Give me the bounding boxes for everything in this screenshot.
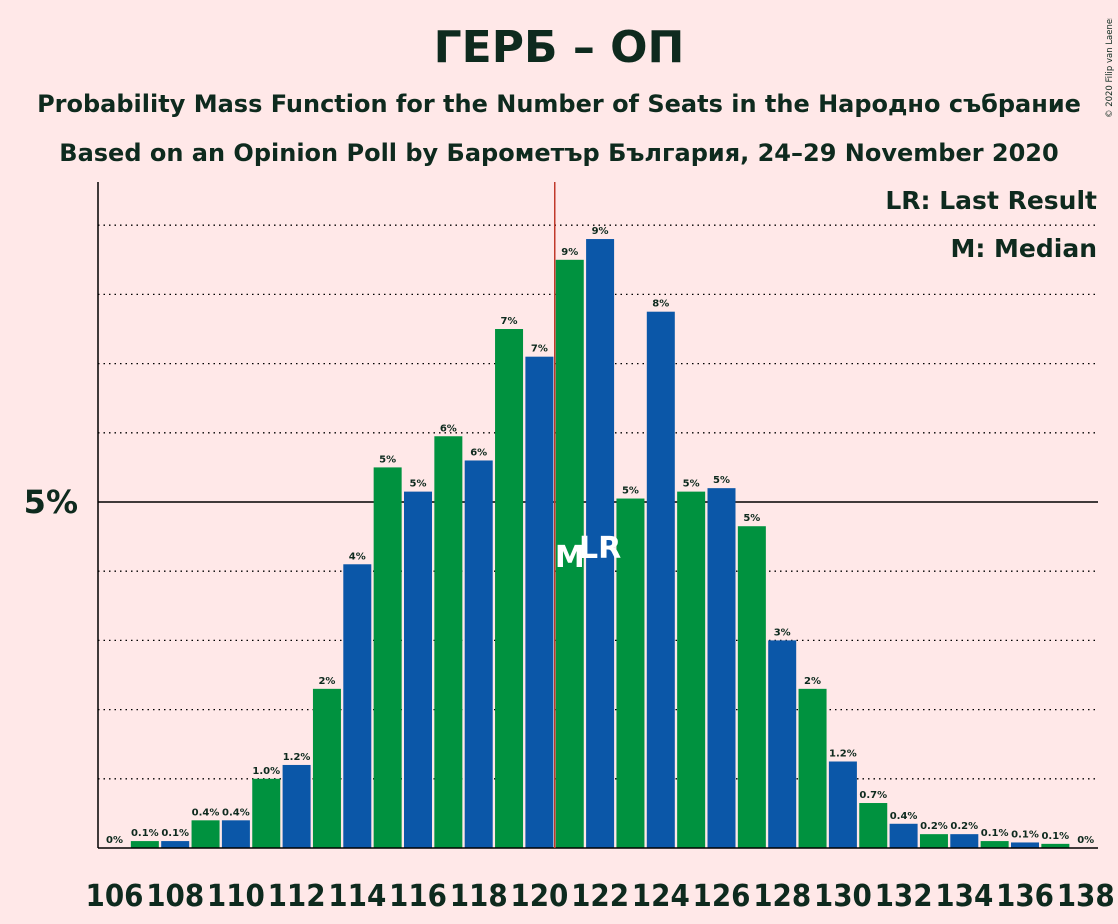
bar-121	[555, 259, 584, 848]
bar-122	[586, 239, 615, 849]
bar-130	[828, 761, 857, 848]
bar-128	[768, 640, 797, 848]
bar-134	[950, 834, 979, 848]
x-tick-labels: 106 108 110 112 114 116 118 120 122 124 126 128 130 1…	[86, 879, 1115, 914]
bar-120	[525, 356, 554, 848]
median-marker: M	[555, 540, 585, 575]
bar-135	[980, 841, 1009, 848]
x-tick-116: 116	[389, 879, 447, 914]
bar-label-108: 0.1%	[161, 828, 189, 839]
bar-label-124: 8%	[652, 299, 669, 310]
bar-133	[919, 834, 948, 848]
bar-119	[495, 329, 524, 848]
bar-label-138: 0%	[1077, 835, 1094, 846]
bar-107	[130, 841, 159, 848]
legend-last-result: LR: Last Result	[885, 186, 1097, 215]
bar-label-128: 3%	[774, 627, 791, 638]
bar-label-126: 5%	[713, 475, 730, 486]
x-tick-120: 120	[510, 879, 568, 914]
chart-source-line: Based on an Opinion Poll by Барометър Бъ…	[59, 139, 1059, 167]
bar-label-134: 0.2%	[950, 821, 978, 832]
x-tick-126: 126	[693, 879, 751, 914]
bar-110	[221, 820, 250, 848]
bar-137	[1041, 843, 1070, 848]
chart-subtitle: Probability Mass Function for the Number…	[37, 90, 1081, 118]
x-tick-106: 106	[86, 879, 144, 914]
x-tick-136: 136	[996, 879, 1054, 914]
x-tick-130: 130	[814, 879, 872, 914]
x-tick-122: 122	[571, 879, 629, 914]
bar-label-110: 0.4%	[222, 807, 250, 818]
bar-label-137: 0.1%	[1041, 831, 1069, 842]
bar-126	[707, 488, 736, 848]
bar-136	[1011, 842, 1039, 848]
bar-118	[464, 460, 493, 848]
axes	[97, 182, 1098, 849]
bar-112	[282, 764, 311, 848]
bar-label-111: 1.0%	[252, 766, 280, 777]
bar-label-122: 9%	[592, 226, 609, 237]
bar-108	[161, 841, 190, 848]
copyright-notice: © 2020 Filip van Laenen	[1105, 18, 1115, 118]
bar-label-113: 2%	[318, 676, 335, 687]
bar-label-125: 5%	[683, 479, 700, 490]
y-tick-label-5pct: 5%	[24, 483, 78, 521]
bar-label-120: 7%	[531, 344, 548, 355]
bar-label-109: 0.4%	[192, 807, 220, 818]
bar-114	[343, 564, 372, 848]
bar-label-107: 0.1%	[131, 828, 159, 839]
bar-label-114: 4%	[349, 551, 366, 562]
bar-label-127: 5%	[743, 513, 760, 524]
bar-label-135: 0.1%	[981, 828, 1009, 839]
bar-109	[191, 820, 220, 848]
bar-label-119: 7%	[501, 316, 518, 327]
x-tick-118: 118	[450, 879, 508, 914]
x-tick-112: 112	[268, 879, 326, 914]
bar-117	[434, 436, 463, 848]
bar-value-labels: 0%0.1% 0.1%0.4% 0.4%1.0%1.2%2%4%5%5%6%6%7%…	[106, 226, 1094, 846]
bar-label-131: 0.7%	[859, 790, 887, 801]
x-tick-132: 132	[875, 879, 933, 914]
x-tick-128: 128	[753, 879, 811, 914]
bar-127	[737, 526, 766, 848]
x-tick-108: 108	[146, 879, 204, 914]
bar-label-132: 0.4%	[890, 811, 918, 822]
last-result-marker: LR	[579, 531, 621, 566]
x-tick-138: 138	[1057, 879, 1115, 914]
bar-129	[798, 688, 827, 848]
bar-label-136: 0.1%	[1011, 829, 1039, 840]
bar-111	[252, 778, 281, 848]
bar-123	[616, 498, 645, 848]
bar-116	[404, 491, 432, 848]
bar-label-116: 5%	[410, 479, 427, 490]
bar-label-123: 5%	[622, 486, 639, 497]
bar-115	[373, 467, 402, 848]
x-tick-110: 110	[207, 879, 265, 914]
bar-131	[859, 803, 888, 848]
x-tick-114: 114	[328, 879, 386, 914]
bar-label-117: 6%	[440, 423, 457, 434]
x-tick-134: 134	[935, 879, 993, 914]
bar-113	[312, 688, 341, 848]
bar-label-130: 1.2%	[829, 749, 857, 760]
bar-label-106: 0%	[106, 835, 123, 846]
bar-132	[889, 823, 918, 848]
bar-label-129: 2%	[804, 676, 821, 687]
copyright-text: © 2020 Filip van Laenen	[1105, 18, 1115, 118]
bar-124	[646, 311, 675, 848]
median-and-last-result-marks: MLR	[554, 182, 621, 848]
bar-label-133: 0.2%	[920, 821, 948, 832]
chart-title: ГЕРБ – ОП	[433, 22, 685, 73]
x-tick-124: 124	[632, 879, 690, 914]
bar-label-112: 1.2%	[283, 752, 311, 763]
bar-125	[677, 491, 706, 848]
legend-median: M: Median	[950, 234, 1097, 263]
bar-label-121: 9%	[561, 247, 578, 258]
bar-label-115: 5%	[379, 454, 396, 465]
bars	[130, 239, 1070, 849]
bar-label-118: 6%	[470, 447, 487, 458]
